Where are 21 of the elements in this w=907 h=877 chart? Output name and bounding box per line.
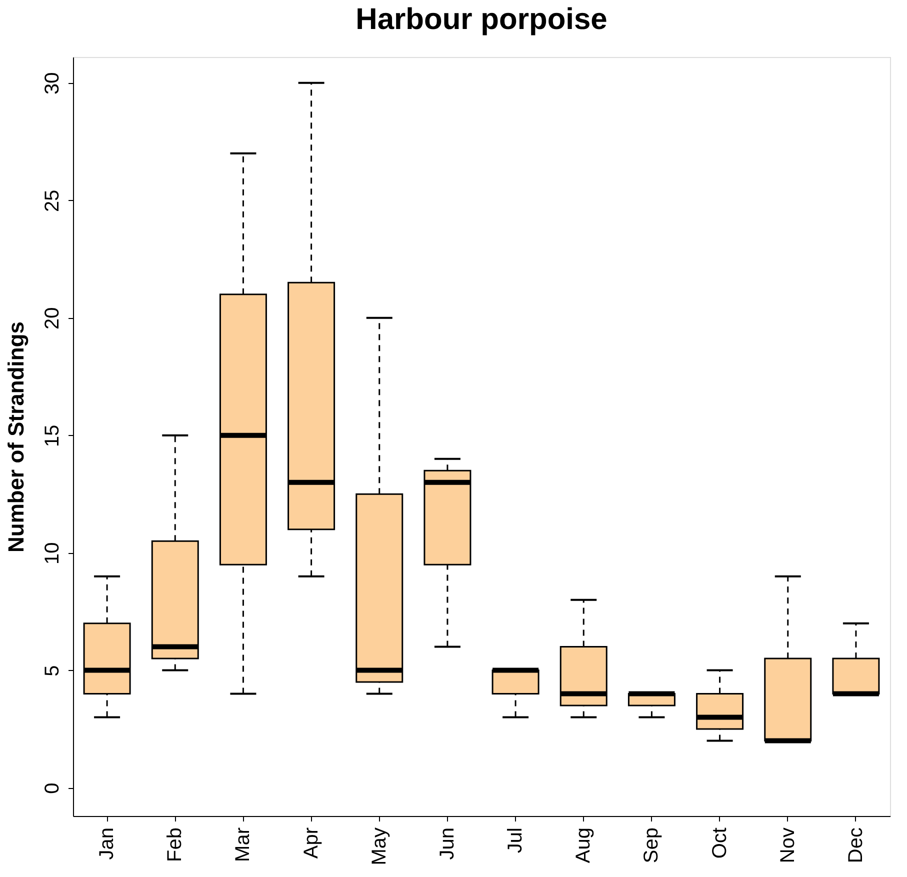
x-tick-label: Aug <box>572 828 595 864</box>
y-axis-title: Number of Strandings <box>4 321 28 553</box>
y-tick-label: 0 <box>42 782 64 794</box>
x-tick-label: Jun <box>436 828 458 860</box>
y-tick-label: 5 <box>42 665 64 676</box>
x-tick-label: Nov <box>776 828 799 864</box>
x-tick-label: Jul <box>504 828 527 854</box>
chart-title: Harbour porpoise <box>356 3 608 36</box>
x-tick-label: May <box>368 828 390 866</box>
x-tick-label: Oct <box>708 827 731 859</box>
y-tick-label: 30 <box>42 72 64 94</box>
x-tick-label: Feb <box>164 828 186 862</box>
x-tick-label: Dec <box>844 828 867 864</box>
y-tick-label: 15 <box>42 424 64 447</box>
y-tick-label: 25 <box>42 190 64 212</box>
x-tick-label: Apr <box>300 827 322 859</box>
y-tick-label: 10 <box>42 542 64 564</box>
x-tick-label: Jan <box>96 828 118 860</box>
x-tick-label: Sep <box>640 828 663 864</box>
x-tick-label: Mar <box>232 827 254 862</box>
y-tick-label: 20 <box>42 307 64 330</box>
